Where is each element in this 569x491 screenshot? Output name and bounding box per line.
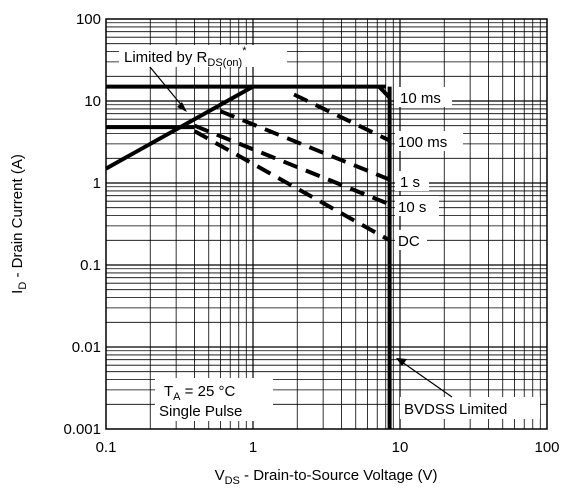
rds-label-sup: * [242,45,247,57]
y-tick-label: 10 [84,93,101,110]
rds-label: Limited by RDS(on)* [124,45,247,69]
x-tick-label: 0.1 [96,439,117,456]
label-10ms-group: 10 ms [394,87,452,107]
x-tick-label: 1 [249,439,257,456]
y-tick-label: 0.001 [63,421,101,438]
ta-label-main: T [164,383,173,400]
plot-frame [105,18,548,430]
series-line-100-ms [293,92,391,143]
x-axis-title-rest: - Drain-to-Source Voltage (V) [240,467,438,484]
y-axis-title-rest: - Drain Current (A) [9,154,26,282]
label-10s-group: 10 s [395,196,439,216]
single-pulse-label: Single Pulse [159,403,242,420]
x-axis-title-main: V [215,467,225,484]
ta-label-sub: A [173,391,181,403]
label-100ms: 100 ms [398,134,447,151]
conditions-label-group: TA = 25 °C Single Pulse [155,378,273,421]
rds-arrow-head [177,102,187,112]
label-10ms: 10 ms [400,90,441,107]
rds-annotation: Limited by RDS(on)* [119,45,287,112]
x-axis-title: VDS - Drain-to-Source Voltage (V) [215,467,438,487]
rds-label-box [119,45,287,67]
bvdss-arrow-head [396,358,407,366]
bvdss-arrow-line [401,361,453,398]
bvdss-label: BVDSS Limited [404,401,507,418]
label-dc-group: DC [395,230,427,250]
rds-label-sub: DS(on) [207,57,242,69]
y-axis-title: ID - Drain Current (A) [9,154,29,294]
label-1s: 1 s [400,174,420,191]
series-line-1-s [219,109,391,182]
label-100ms-group: 100 ms [395,131,463,151]
y-tick-label: 1 [93,175,101,192]
y-axis-title-sub: D [17,282,29,290]
ta-label-rest: = 25 °C [181,383,236,400]
label-10s: 10 s [398,199,426,216]
y-tick-label: 0.1 [80,257,101,274]
series-line-10-s [193,123,391,207]
x-tick-label: 100 [534,439,559,456]
label-dc: DC [398,233,420,250]
rds-label-main: Limited by R [124,49,208,66]
y-tick-label: 0.01 [72,339,101,356]
y-axis-title-main: I [9,290,26,294]
series-line-dc [193,129,391,243]
rds-arrow-line [149,66,184,108]
ta-label: TA = 25 °C [164,383,235,403]
x-axis-title-sub: DS [225,475,240,487]
label-1s-group: 1 s [395,171,429,191]
y-tick-label: 100 [76,11,101,28]
x-tick-label: 10 [392,439,409,456]
bvdss-annotation: BVDSS Limited [396,358,540,419]
